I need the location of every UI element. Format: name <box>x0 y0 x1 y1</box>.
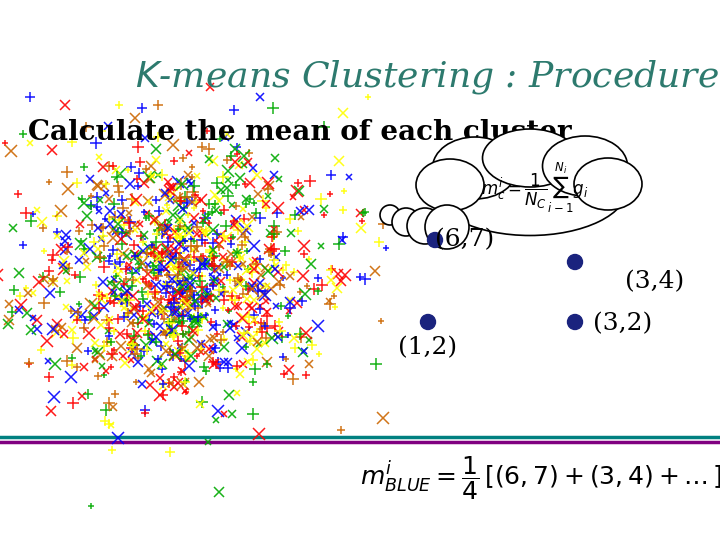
Text: $K$-means Clustering : Procedure (3): $K$-means Clustering : Procedure (3) <box>135 57 720 97</box>
Circle shape <box>428 233 443 247</box>
Ellipse shape <box>542 136 628 196</box>
Circle shape <box>380 205 400 225</box>
Ellipse shape <box>482 129 577 187</box>
Ellipse shape <box>574 158 642 210</box>
Text: $m^{i}_{c} = \dfrac{1}{N_C} \sum_{i-1}^{N_i} g_i$: $m^{i}_{c} = \dfrac{1}{N_C} \sum_{i-1}^{… <box>482 161 589 215</box>
Text: Calculate the mean of each cluster: Calculate the mean of each cluster <box>28 118 572 145</box>
Ellipse shape <box>433 140 628 235</box>
Circle shape <box>392 208 420 236</box>
Circle shape <box>425 205 469 249</box>
Ellipse shape <box>416 159 484 211</box>
Text: $m^{i}_{BLUE} = \dfrac{1}{4}\,[(6,7) + (3,4) + \ldots\,]$: $m^{i}_{BLUE} = \dfrac{1}{4}\,[(6,7) + (… <box>360 454 720 502</box>
Circle shape <box>567 254 582 269</box>
Ellipse shape <box>433 137 518 199</box>
Circle shape <box>567 314 582 329</box>
Text: (3,2): (3,2) <box>593 313 652 335</box>
Circle shape <box>420 314 436 329</box>
Text: (1,2): (1,2) <box>398 336 458 360</box>
Circle shape <box>407 208 443 244</box>
Text: (3,4): (3,4) <box>625 271 684 294</box>
Text: (6,7): (6,7) <box>435 228 494 252</box>
